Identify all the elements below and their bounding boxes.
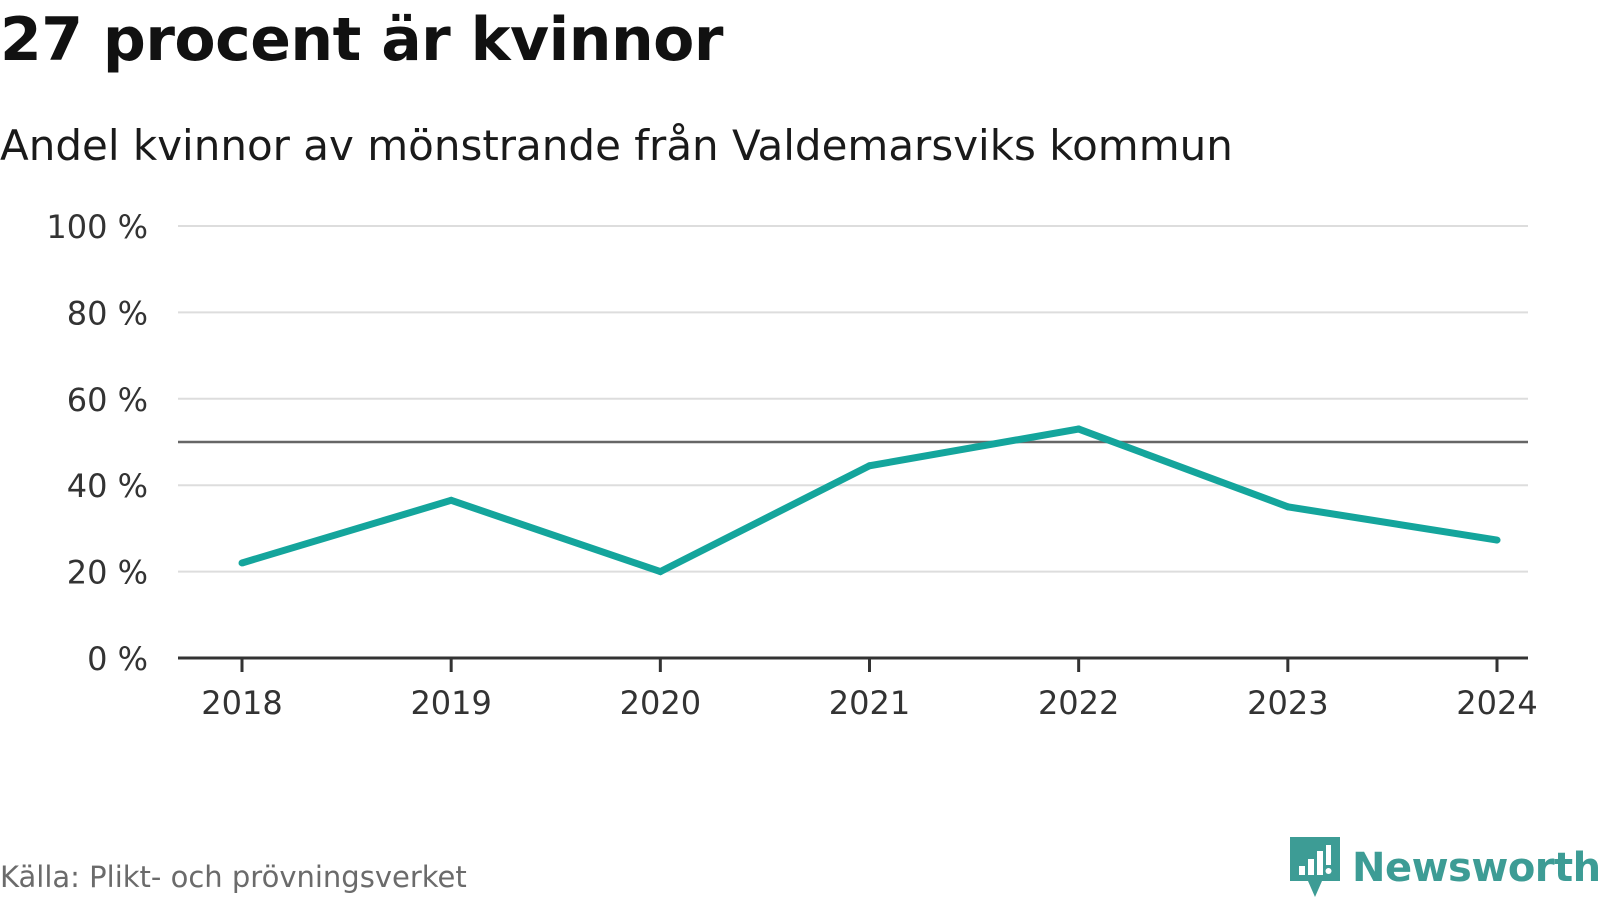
source-note: Källa: Plikt- och prövningsverket: [0, 860, 467, 894]
y-tick-label: 100 %: [46, 208, 148, 246]
y-tick-label: 80 %: [67, 294, 148, 332]
data-point: [866, 462, 873, 470]
x-tick-label: 2018: [201, 684, 282, 722]
data-point: [1493, 536, 1501, 544]
x-tick-label: 2020: [620, 684, 701, 722]
y-tick-label: 20 %: [67, 554, 148, 592]
chart-subtitle: Andel kvinnor av mönstrande från Valdema…: [0, 121, 1233, 170]
data-point: [656, 568, 664, 576]
chart-title: 27 procent är kvinnor: [0, 5, 723, 75]
data-point: [1075, 425, 1083, 433]
y-tick-label: 60 %: [67, 381, 148, 419]
brand-logo: Newsworthy: [1290, 836, 1600, 900]
brand-name: Newsworthy: [1352, 845, 1600, 891]
x-tick-label: 2022: [1038, 684, 1119, 722]
x-tick-label: 2024: [1456, 684, 1537, 722]
x-tick-label: 2023: [1247, 684, 1328, 722]
data-point: [238, 559, 246, 567]
data-point: [1284, 503, 1292, 511]
y-tick-label: 0 %: [87, 640, 148, 678]
data-point: [447, 496, 455, 504]
series-line: [240, 425, 1498, 576]
newsworthy-logo-icon: [1290, 837, 1340, 897]
x-tick-label: 2019: [410, 684, 491, 722]
y-tick-label: 40 %: [67, 467, 148, 505]
x-tick-label: 2021: [829, 684, 910, 722]
